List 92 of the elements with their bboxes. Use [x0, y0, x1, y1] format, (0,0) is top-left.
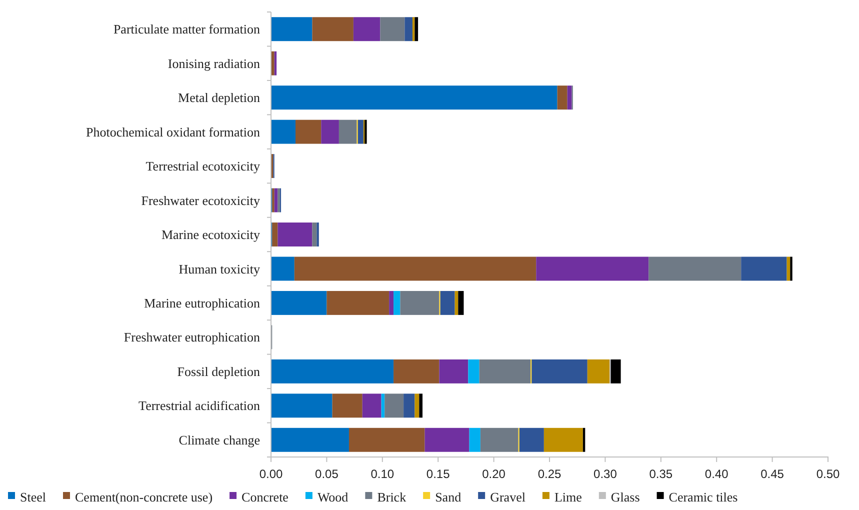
y-tick-label: Climate change [178, 432, 260, 448]
x-tick-label: 0.50 [816, 467, 840, 482]
bar [424, 428, 470, 452]
bar [469, 428, 480, 452]
bar [479, 359, 531, 384]
bar [414, 17, 418, 42]
bar [271, 394, 332, 418]
bar [389, 290, 394, 315]
bar [394, 359, 440, 384]
bar [741, 256, 787, 281]
x-tick-label: 0.45 [760, 467, 784, 482]
y-tick-label: Terrestrial acidification [138, 398, 260, 414]
bar [271, 359, 394, 384]
bar [271, 120, 296, 144]
bar [326, 290, 390, 315]
bar [296, 120, 322, 144]
bar [567, 86, 572, 110]
x-tick-label: 0.25 [538, 467, 562, 482]
y-tick-label: Freshwater eutrophication [124, 330, 260, 345]
legend-label: Sand [435, 490, 462, 505]
legend-label: Steel [20, 490, 46, 505]
bar [439, 359, 468, 384]
legend-label: Glass [610, 490, 640, 505]
y-tick-label: Human toxicity [178, 261, 260, 276]
bar [362, 394, 382, 418]
bar [610, 359, 621, 384]
bar [271, 256, 294, 281]
bar [348, 428, 425, 452]
x-tick-label: 0.15 [426, 467, 450, 482]
bar [557, 86, 568, 110]
bar [384, 394, 404, 418]
legend-label: Brick [377, 490, 407, 505]
bar [440, 290, 455, 315]
y-tick-label: Metal depletion [178, 90, 260, 106]
y-tick-label: Marine eutrophication [144, 296, 260, 311]
legend-label: Lime [554, 490, 582, 505]
bar [480, 428, 518, 452]
bar [271, 290, 327, 315]
bar [321, 120, 339, 144]
bar [274, 51, 277, 76]
bar [536, 256, 649, 281]
bar [414, 394, 420, 418]
y-tick-label: Freshwater ecotoxicity [141, 192, 260, 208]
bar [332, 394, 362, 418]
bar [400, 290, 440, 315]
y-tick-label: Photochemical oxidant formation [86, 124, 260, 140]
bar [404, 394, 415, 418]
bar [380, 17, 405, 42]
bar [458, 290, 464, 315]
bar [271, 51, 274, 76]
bar [358, 120, 364, 144]
bar [312, 17, 354, 42]
bar [312, 222, 317, 246]
x-tick-label: 0.05 [315, 467, 339, 482]
bar [274, 188, 278, 212]
bar [412, 17, 415, 42]
bar [271, 17, 312, 42]
y-tick-label: Fossil depletion [177, 364, 260, 379]
legend-label: Gravel [490, 490, 526, 505]
legend-label: Wood [317, 490, 349, 505]
bar [338, 120, 357, 144]
bar [271, 428, 349, 452]
x-tick-label: 0.35 [649, 467, 673, 482]
legend-label: Concrete [242, 490, 289, 505]
x-tick-label: 0.00 [259, 467, 283, 482]
bar [394, 290, 400, 315]
bar [468, 359, 480, 384]
y-tick-label: Marine ecotoxicity [161, 227, 260, 242]
x-tick-label: 0.40 [704, 467, 729, 482]
y-tick-label: Terrestrial ecotoxicity [146, 158, 260, 174]
bar [381, 394, 385, 418]
bar [278, 222, 312, 246]
legend-label: Ceramic tiles [668, 490, 738, 505]
bar [294, 256, 536, 281]
bar [544, 428, 583, 452]
x-tick-label: 0.10 [370, 467, 394, 482]
x-tick-label: 0.20 [482, 467, 506, 482]
y-tick-label: Particulate matter formation [113, 22, 260, 37]
bar [532, 359, 588, 384]
bar [404, 17, 412, 42]
bar [519, 428, 544, 452]
bar [353, 17, 380, 42]
y-tick-label: Ionising radiation [168, 56, 260, 71]
bar [271, 86, 558, 110]
legend-label: Cement(non-concrete use) [75, 490, 213, 505]
x-tick-label: 0.30 [594, 467, 618, 482]
bar [648, 256, 742, 281]
bar [454, 290, 458, 315]
bar [582, 428, 586, 452]
bar [272, 222, 278, 246]
bar [419, 394, 423, 418]
bar [587, 359, 610, 384]
